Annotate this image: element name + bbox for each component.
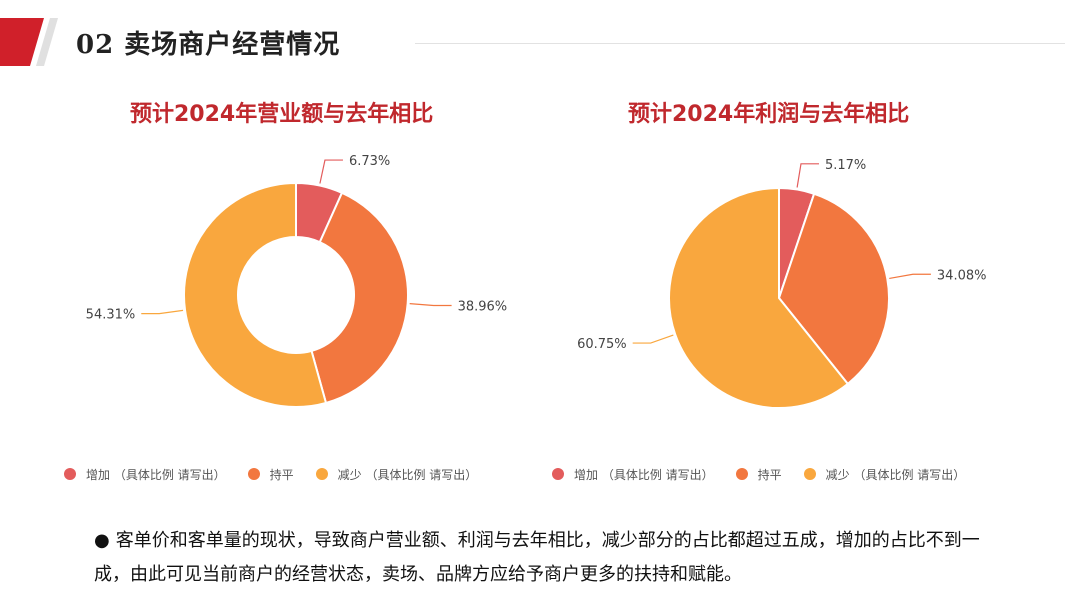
profit-legend: 增加 （具体比例 请写出） 持平 减少 （具体比例 请写出） bbox=[552, 464, 987, 484]
leader-line-decrease bbox=[632, 334, 674, 344]
chart-title-revenue: 预计2024年营业额与去年相比 bbox=[130, 102, 434, 127]
data-label-decrease: 54.31% bbox=[86, 308, 136, 323]
legend-item-increase[interactable]: 增加 （具体比例 请写出） bbox=[552, 466, 714, 483]
legend-swatch-flat bbox=[735, 468, 748, 480]
leader-line-decrease bbox=[141, 309, 184, 315]
legend-item-flat[interactable]: 持平 bbox=[735, 466, 782, 483]
data-label-increase: 5.17% bbox=[825, 158, 866, 173]
profit-pie-chart: 5.17% 34.08% 60.75% bbox=[577, 158, 987, 409]
revenue-donut-chart: 6.73% 38.96% 54.31% bbox=[86, 154, 508, 408]
revenue-legend: 增加 （具体比例 请写出） 持平 减少 （具体比例 请写出） bbox=[64, 464, 499, 484]
data-label-flat: 34.08% bbox=[937, 268, 987, 283]
leader-line-flat bbox=[889, 273, 931, 280]
legend-swatch-increase bbox=[64, 468, 76, 480]
legend-label-increase: 增加 （具体比例 请写出） bbox=[574, 467, 714, 482]
legend-swatch-decrease bbox=[315, 468, 328, 480]
legend-item-increase[interactable]: 增加 （具体比例 请写出） bbox=[64, 466, 226, 483]
leader-line-increase bbox=[319, 159, 343, 184]
bullet-icon: ● bbox=[94, 530, 110, 551]
legend-swatch-decrease bbox=[803, 468, 816, 480]
data-label-increase: 6.73% bbox=[349, 154, 390, 169]
legend-label-decrease: 减少 （具体比例 请写出） bbox=[337, 467, 478, 482]
pie-slice-flat[interactable] bbox=[777, 192, 890, 386]
header-divider bbox=[415, 43, 1065, 44]
data-label-flat: 38.96% bbox=[458, 299, 508, 314]
pie-slice-decrease[interactable] bbox=[668, 186, 850, 409]
legend-swatch-flat bbox=[247, 468, 260, 480]
legend-label-flat: 持平 bbox=[757, 467, 782, 482]
header-accent-shape bbox=[0, 18, 58, 66]
legend-label-flat: 持平 bbox=[269, 467, 294, 482]
leader-line-increase bbox=[796, 163, 819, 188]
legend-label-decrease: 减少 （具体比例 请写出） bbox=[825, 467, 966, 482]
leader-line-flat bbox=[409, 303, 452, 307]
chart-title-profit: 预计2024年利润与去年相比 bbox=[628, 102, 910, 127]
page-title: 02 卖场商户经营情况 bbox=[76, 30, 341, 60]
legend-item-decrease[interactable]: 减少 （具体比例 请写出） bbox=[315, 466, 478, 483]
legend-item-flat[interactable]: 持平 bbox=[247, 466, 294, 483]
summary-text: 客单价和客单量的现状，导致商户营业额、利润与去年相比，减少部分的占比都超过五成，… bbox=[94, 530, 980, 585]
summary-paragraph: ● 客单价和客单量的现状，导致商户营业额、利润与去年相比，减少部分的占比都超过五成… bbox=[94, 524, 1014, 592]
pie-slice-decrease[interactable] bbox=[183, 181, 328, 408]
data-label-decrease: 60.75% bbox=[577, 337, 627, 352]
legend-item-decrease[interactable]: 减少 （具体比例 请写出） bbox=[803, 466, 966, 483]
legend-label-increase: 增加 （具体比例 请写出） bbox=[86, 467, 226, 482]
legend-swatch-increase bbox=[552, 468, 564, 480]
pie-slice-flat[interactable] bbox=[310, 191, 409, 405]
